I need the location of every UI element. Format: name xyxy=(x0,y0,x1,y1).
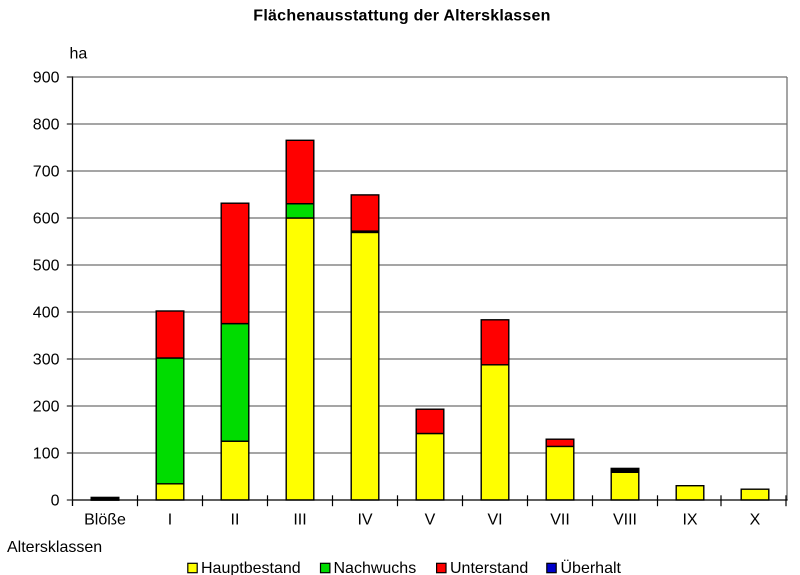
svg-text:100: 100 xyxy=(33,446,60,463)
svg-text:900: 900 xyxy=(33,70,60,87)
svg-text:IV: IV xyxy=(357,512,372,529)
svg-text:800: 800 xyxy=(33,117,60,134)
svg-text:IX: IX xyxy=(682,512,697,529)
svg-text:200: 200 xyxy=(33,399,60,416)
svg-text:Flächenausstattung der Altersk: Flächenausstattung der Altersklassen xyxy=(253,8,550,25)
svg-text:I: I xyxy=(168,512,172,529)
svg-text:II: II xyxy=(231,512,240,529)
svg-text:300: 300 xyxy=(33,352,60,369)
svg-text:V: V xyxy=(425,512,436,529)
svg-text:500: 500 xyxy=(33,258,60,275)
svg-text:Unterstand: Unterstand xyxy=(450,560,528,575)
svg-text:VIII: VIII xyxy=(613,512,637,529)
svg-text:0: 0 xyxy=(51,493,60,510)
svg-text:Blöße: Blöße xyxy=(84,512,126,529)
svg-text:Überhalt: Überhalt xyxy=(561,559,622,575)
svg-text:600: 600 xyxy=(33,211,60,228)
svg-text:400: 400 xyxy=(33,305,60,322)
svg-text:700: 700 xyxy=(33,164,60,181)
svg-text:III: III xyxy=(293,512,306,529)
svg-text:Altersklassen: Altersklassen xyxy=(7,539,102,556)
svg-text:Nachwuchs: Nachwuchs xyxy=(334,560,417,575)
svg-text:VII: VII xyxy=(550,512,570,529)
svg-text:VI: VI xyxy=(487,512,502,529)
svg-text:Hauptbestand: Hauptbestand xyxy=(201,560,301,575)
svg-text:ha: ha xyxy=(70,46,88,63)
svg-text:X: X xyxy=(750,512,761,529)
